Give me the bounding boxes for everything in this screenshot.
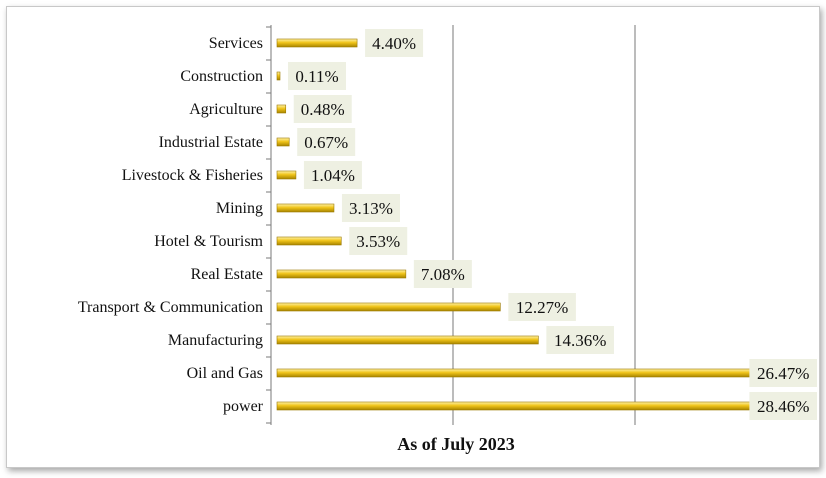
bar [276, 203, 335, 213]
data-label-box [288, 62, 346, 90]
category-label: Oil and Gas [187, 365, 263, 382]
category-label: Transport & Communication [78, 299, 263, 316]
category-label: Livestock & Fisheries [122, 167, 263, 184]
data-label: 12.27% [516, 298, 568, 317]
bar [276, 335, 539, 345]
data-label: 4.40% [372, 34, 416, 53]
data-label-box [365, 29, 424, 57]
bar [276, 38, 358, 48]
data-label-box [293, 95, 352, 123]
data-label: 0.48% [301, 100, 345, 119]
bar [276, 104, 287, 114]
data-label: 14.36% [554, 331, 606, 350]
data-label-box [749, 359, 817, 387]
bar [276, 368, 760, 378]
bar [276, 401, 796, 411]
category-label: Agriculture [189, 101, 263, 118]
data-label: 28.46% [757, 397, 809, 416]
data-label: 0.11% [295, 67, 338, 86]
category-label: Industrial Estate [159, 134, 263, 151]
data-label: 7.08% [421, 265, 465, 284]
data-label: 0.67% [304, 133, 348, 152]
bar [276, 269, 407, 279]
data-label-box [349, 227, 408, 255]
category-label: Real Estate [191, 266, 263, 283]
category-label: Hotel & Tourism [154, 233, 263, 250]
category-label: Manufacturing [168, 332, 263, 349]
category-labels: Services Construction Agriculture Industria… [78, 35, 264, 415]
data-label-box [303, 161, 362, 189]
data-label: 26.47% [757, 364, 809, 383]
data-labels: 4.40% 0.11% 0.48% 0.67% 1.04% 3.13% 3.53% 7.08%… [288, 29, 817, 420]
data-label-box [749, 392, 817, 420]
data-label: 1.04% [311, 166, 355, 185]
data-label-box [508, 293, 576, 321]
category-label: Construction [180, 68, 263, 85]
gridlines [452, 25, 636, 425]
x-axis-title: As of July 2023 [397, 434, 515, 454]
data-label-box [413, 260, 472, 288]
category-label: Mining [216, 200, 263, 217]
category-label: Services [209, 35, 263, 52]
bars [276, 38, 796, 411]
y-axis [266, 25, 272, 425]
bar [276, 137, 290, 147]
bar [276, 236, 342, 246]
data-label-box [341, 194, 400, 222]
bar-chart: Services Construction Agriculture Industria… [78, 25, 817, 454]
data-label-box [546, 326, 614, 354]
data-label: 3.53% [356, 232, 400, 251]
bar [276, 170, 297, 180]
data-label-box [297, 128, 356, 156]
bar [276, 302, 501, 312]
bar [276, 71, 281, 81]
category-label: power [223, 398, 264, 415]
data-label: 3.13% [349, 199, 393, 218]
chart-frame: Services Construction Agriculture Industria… [6, 6, 820, 468]
